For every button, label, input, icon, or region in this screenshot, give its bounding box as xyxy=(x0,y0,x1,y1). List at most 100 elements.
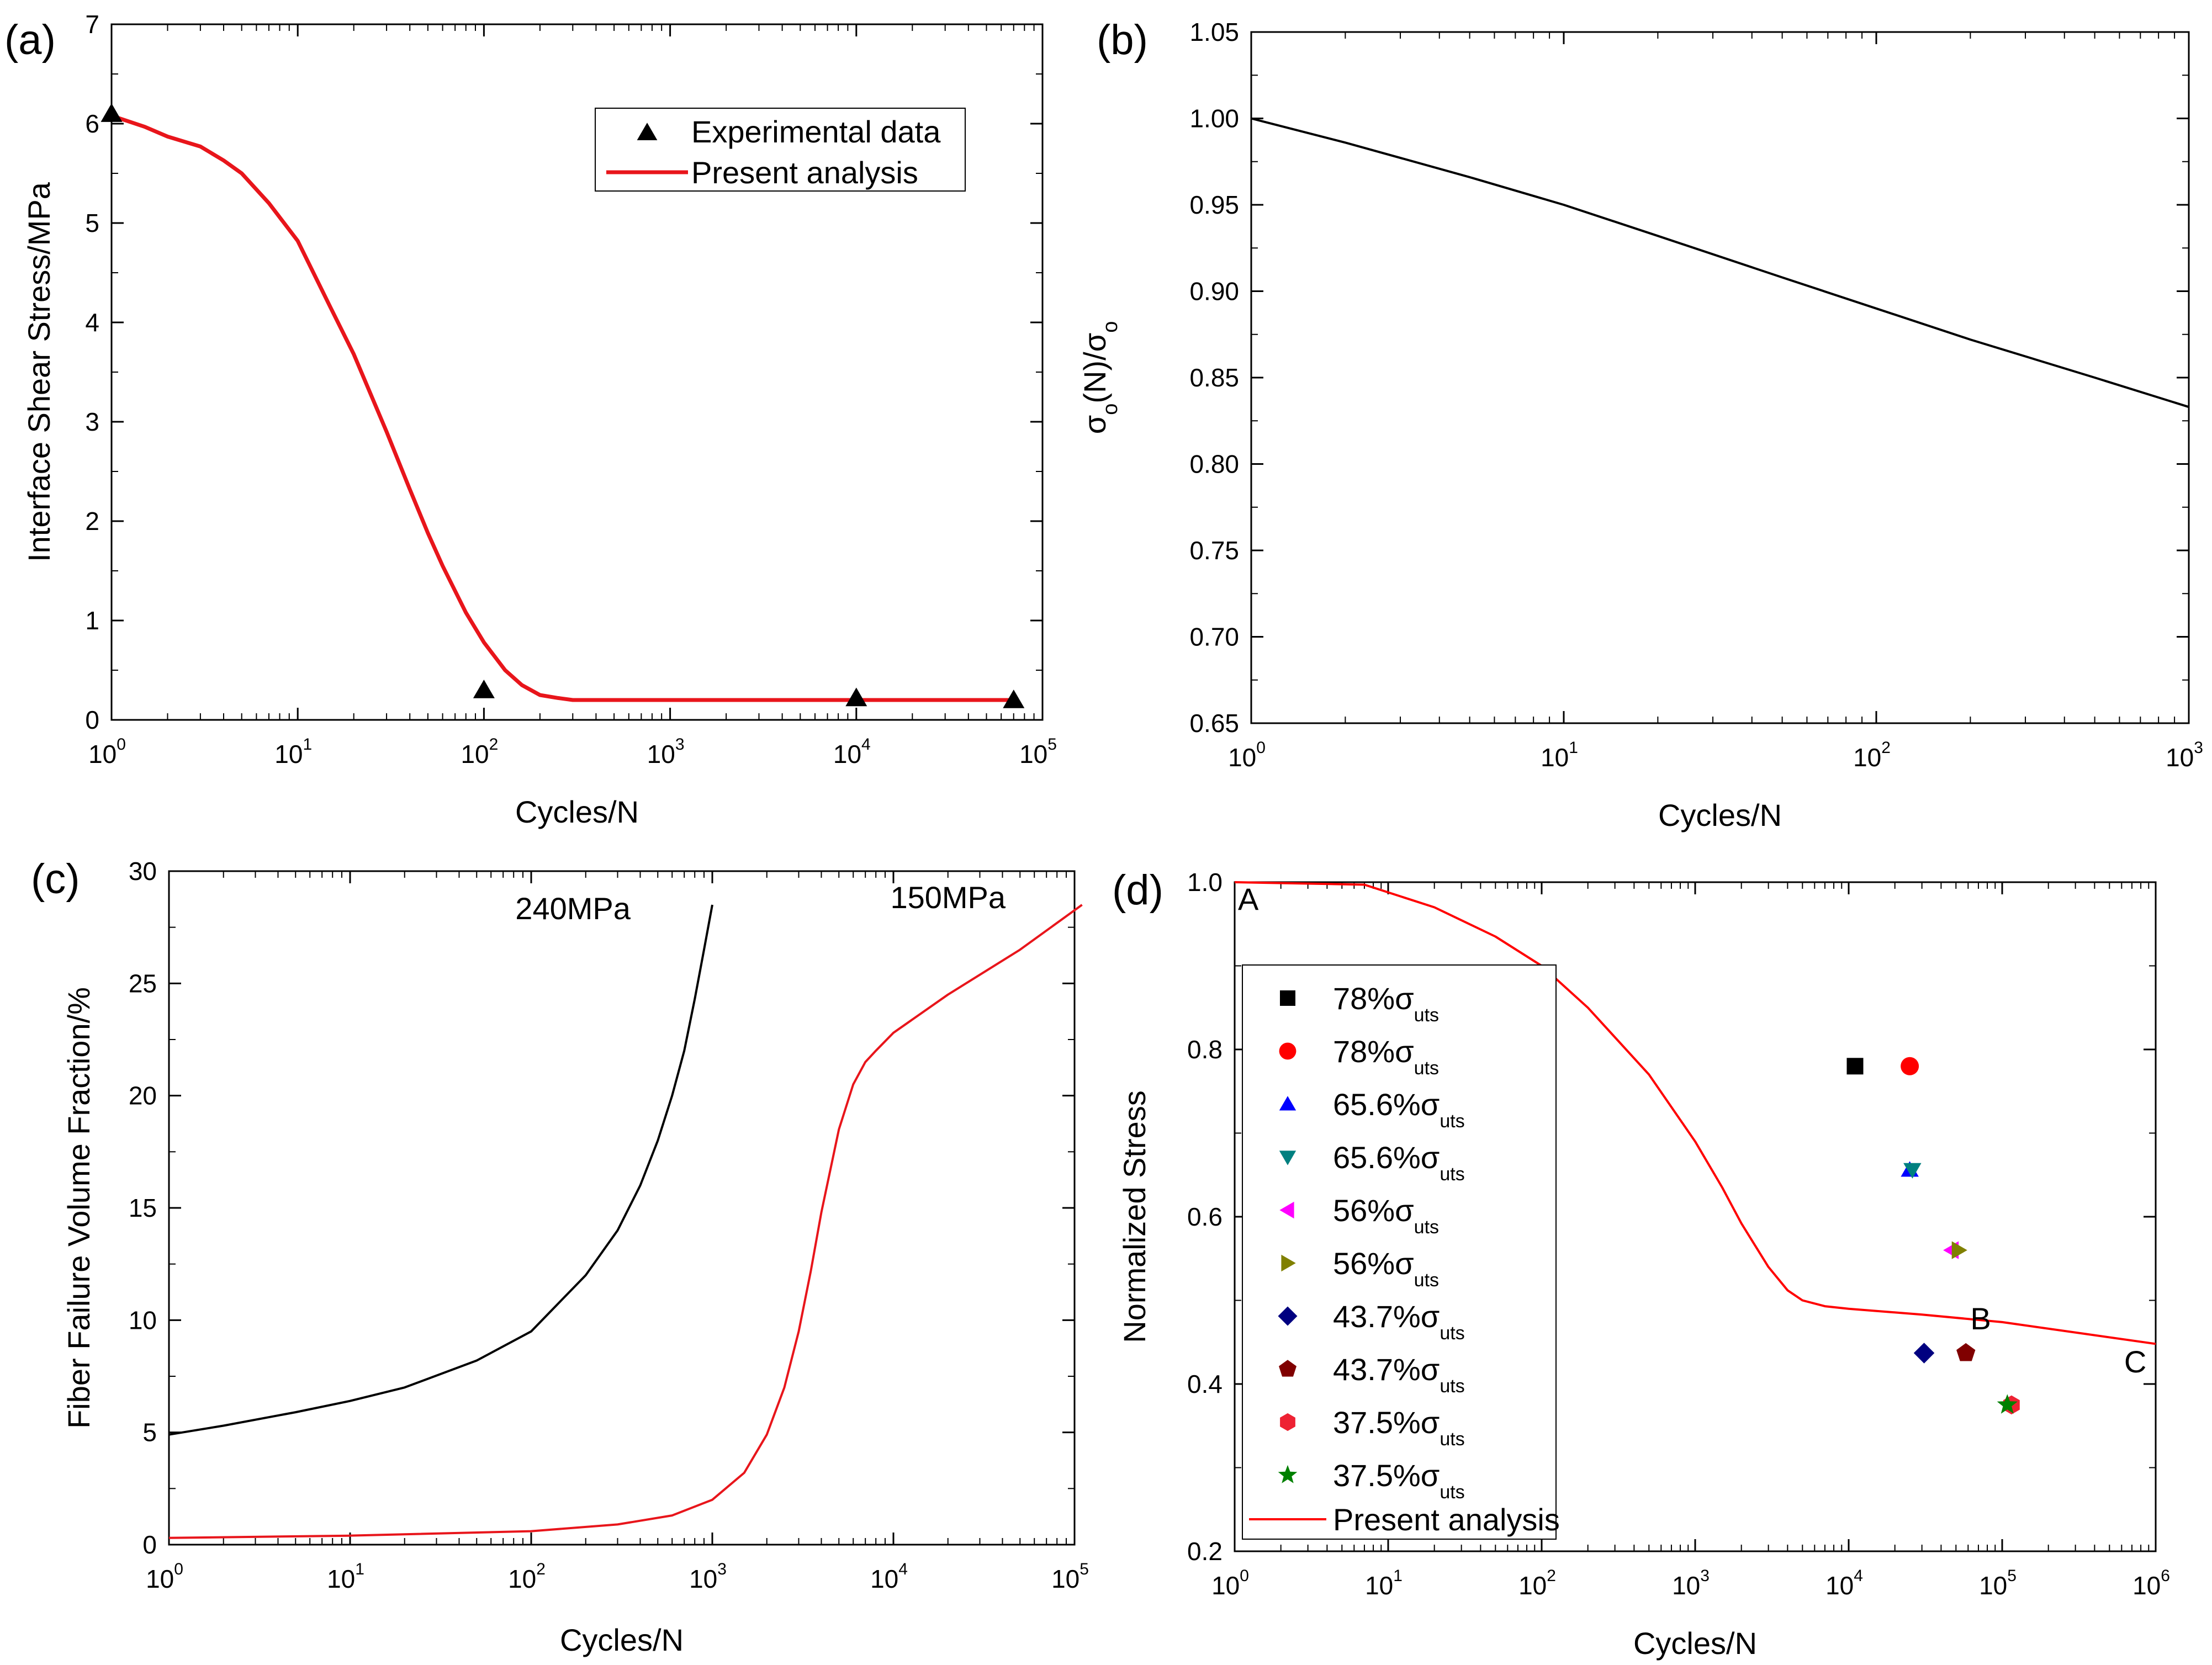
x-tick-label: 104 xyxy=(833,735,871,768)
x-tick-exponent: 3 xyxy=(1700,1567,1710,1585)
x-tick-base: 10 xyxy=(327,1565,355,1593)
y-tick-label: 0.6 xyxy=(1187,1202,1223,1231)
x-tick-label: 100 xyxy=(1211,1567,1249,1600)
x-tick-base: 10 xyxy=(2166,743,2194,772)
x-tick-exponent: 2 xyxy=(536,1560,546,1578)
x-tick-base: 10 xyxy=(689,1565,717,1593)
curve-annotation: 150MPa xyxy=(890,880,1006,915)
y-tick-label: 0.8 xyxy=(1187,1035,1223,1064)
curve-annotation: 240MPa xyxy=(515,891,631,926)
data-point xyxy=(1956,1343,1976,1361)
x-tick-label: 104 xyxy=(1825,1567,1863,1600)
point-annotation: C xyxy=(2124,1344,2146,1379)
x-axis-title: Cycles/N xyxy=(515,794,639,829)
x-tick-label: 100 xyxy=(1228,739,1266,772)
legend-marker xyxy=(1279,1042,1296,1060)
y-axis-title: σo(N)/σo xyxy=(1077,321,1122,434)
x-tick-exponent: 0 xyxy=(174,1560,183,1578)
x-tick-base: 10 xyxy=(1825,1571,1854,1600)
data-point xyxy=(845,687,867,707)
x-tick-exponent: 4 xyxy=(861,735,871,754)
legend-marker xyxy=(1280,990,1295,1006)
legend-marker xyxy=(1278,1306,1298,1326)
x-tick-base: 10 xyxy=(1228,743,1256,772)
legend-marker xyxy=(637,123,658,140)
y-tick-label: 3 xyxy=(85,407,99,436)
y-axis-title: Fiber Failure Volume Fraction/% xyxy=(61,987,96,1429)
y-tick-label: 2 xyxy=(85,507,99,535)
data-point xyxy=(100,103,123,122)
panel-a: (a)100 101 102 103 104 10501234567Cycles/NInt… xyxy=(4,10,1057,829)
x-tick-base: 10 xyxy=(1672,1571,1700,1600)
y-tick-label: 1 xyxy=(85,606,99,635)
x-tick-label: 104 xyxy=(870,1560,908,1593)
x-tick-exponent: 3 xyxy=(2194,739,2203,757)
panel-label: (a) xyxy=(4,17,56,63)
x-tick-base: 10 xyxy=(461,740,489,768)
y-tick-label: 0.80 xyxy=(1189,450,1239,479)
x-tick-base: 10 xyxy=(1979,1571,2007,1600)
x-tick-label: 105 xyxy=(1051,1560,1089,1593)
x-axis-title: Cycles/N xyxy=(1658,798,1782,832)
data-point xyxy=(1913,1343,1935,1364)
x-tick-base: 10 xyxy=(88,740,117,768)
series-line xyxy=(110,114,1014,702)
legend-label: 37.5%σuts xyxy=(1333,1405,1465,1450)
x-tick-base: 10 xyxy=(1518,1571,1547,1600)
x-tick-exponent: 1 xyxy=(355,1560,364,1578)
point-annotation: B xyxy=(1970,1301,1991,1336)
legend-label: Experimental data xyxy=(691,114,941,149)
x-tick-label: 102 xyxy=(508,1560,546,1593)
data-point xyxy=(1951,1241,1967,1259)
series-line xyxy=(168,904,1083,1539)
legend: Experimental data Present analysis xyxy=(595,108,966,192)
x-tick-exponent: 1 xyxy=(1393,1567,1403,1585)
legend-marker xyxy=(1279,1201,1294,1219)
x-tick-exponent: 2 xyxy=(489,735,499,754)
x-tick-exponent: 0 xyxy=(1256,739,1266,757)
panel-label: (b) xyxy=(1097,17,1148,63)
y-axis-title: Normalized Stress xyxy=(1117,1090,1152,1343)
y-axis-title: Interface Shear Stress/MPa xyxy=(22,182,56,562)
x-tick-exponent: 5 xyxy=(1047,735,1057,754)
panel-label: (c) xyxy=(31,856,80,903)
legend-box xyxy=(595,108,966,192)
x-tick-exponent: 3 xyxy=(717,1560,727,1578)
y-tick-label: 0.75 xyxy=(1189,536,1239,565)
panel-d: (d)100 101 102 103 104 105 1060.20.40.60.81.0C… xyxy=(1112,867,2170,1661)
x-tick-base: 10 xyxy=(1365,1571,1393,1600)
x-tick-exponent: 3 xyxy=(675,735,685,754)
y-tick-label: 0.4 xyxy=(1187,1370,1223,1398)
x-tick-label: 101 xyxy=(327,1560,364,1593)
x-tick-exponent: 6 xyxy=(2161,1567,2170,1585)
y-tick-label: 5 xyxy=(142,1418,157,1447)
legend-marker xyxy=(1279,1150,1296,1165)
y-tick-label: 0.95 xyxy=(1189,190,1239,219)
y-tick-label: 10 xyxy=(129,1306,157,1334)
data-point xyxy=(1901,1057,1919,1075)
x-tick-label: 101 xyxy=(1541,739,1578,772)
legend-label: 78%σuts xyxy=(1333,981,1439,1026)
legend-marker xyxy=(1280,1413,1295,1431)
legend-label: 56%σuts xyxy=(1333,1246,1439,1291)
y-tick-label: 0.70 xyxy=(1189,623,1239,651)
x-tick-label: 100 xyxy=(146,1560,183,1593)
x-tick-label: 101 xyxy=(1365,1567,1403,1600)
x-tick-label: 103 xyxy=(689,1560,727,1593)
x-tick-exponent: 1 xyxy=(303,735,312,754)
plot-frame xyxy=(1250,31,2190,724)
x-tick-exponent: 0 xyxy=(117,735,126,754)
x-tick-base: 10 xyxy=(647,740,675,768)
data-point xyxy=(473,680,495,698)
x-tick-base: 10 xyxy=(1019,740,1047,768)
x-tick-exponent: 4 xyxy=(898,1560,908,1578)
y-tick-label: 5 xyxy=(85,209,99,237)
x-tick-label: 106 xyxy=(2132,1567,2170,1600)
x-tick-label: 101 xyxy=(274,735,312,768)
y-tick-label: 0.65 xyxy=(1189,709,1239,738)
x-axis-title: Cycles/N xyxy=(560,1622,684,1657)
legend-marker xyxy=(1279,1360,1296,1377)
y-tick-label: 25 xyxy=(129,969,157,998)
x-tick-base: 10 xyxy=(274,740,303,768)
legend: 78%σuts 78%σuts 65.6%σuts 65.6%σuts 56%σuts 5… xyxy=(1242,964,1560,1540)
